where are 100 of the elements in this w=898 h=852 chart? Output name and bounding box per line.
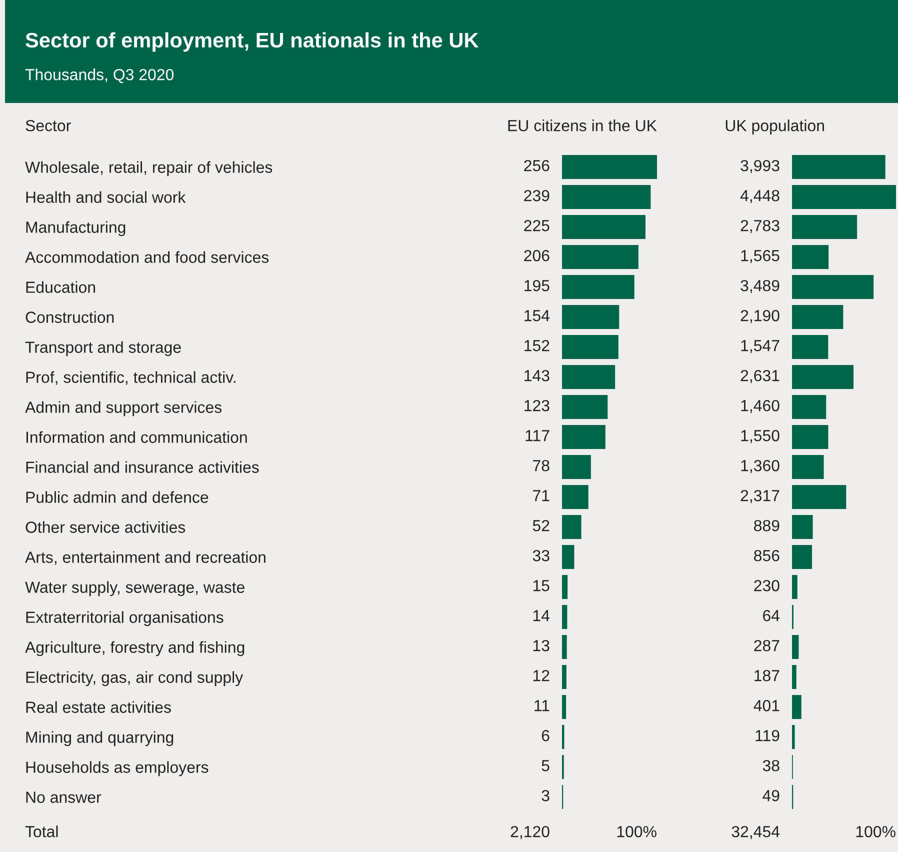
y-axis-title: Sector (26, 120, 71, 132)
x-axis-title: EU citizens in the UK (508, 120, 657, 132)
y-tick-label: Transport and storage (25, 341, 181, 356)
y-tick-label: Admin and support services (25, 401, 222, 416)
text: 2,120 (510, 826, 550, 840)
data-label: 187 (754, 670, 780, 682)
bar (792, 365, 854, 389)
text: Sector of employment, EU nationals in the UK (26, 32, 479, 52)
data-label: 143 (524, 370, 550, 382)
data-label: 2,317 (740, 490, 780, 504)
y-tick-label: Health and social work (26, 191, 186, 203)
y-tick-label: Mining and quarrying (26, 731, 174, 746)
data-label: 49 (762, 790, 780, 802)
data-label: 1,550 (741, 430, 780, 444)
bar (562, 245, 638, 269)
y-tick-label: Electricity, gas, air cond supply (26, 671, 244, 686)
bar (792, 455, 824, 479)
data-label: 1,460 (741, 400, 780, 414)
y-tick-label: Real estate activities (26, 701, 171, 713)
bar (792, 155, 886, 179)
bar (792, 635, 799, 659)
text: Thousands, Q3 2020 (25, 68, 174, 84)
y-tick-label: Financial and insurance activities (26, 461, 259, 473)
bar (562, 635, 567, 659)
y-tick-label: Arts, entertainment and recreation (25, 551, 266, 565)
data-label: 3,489 (740, 280, 780, 294)
y-tick-label: Other service activities (26, 521, 186, 533)
data-label: 4,448 (740, 190, 780, 204)
data-label: 230 (754, 580, 780, 592)
bar (792, 695, 802, 719)
data-label: 889 (754, 520, 780, 532)
data-label: 15 (533, 580, 550, 592)
bar (562, 545, 574, 569)
data-label: 117 (526, 430, 550, 442)
bar (562, 605, 568, 629)
data-label: 3 (542, 790, 550, 802)
data-label: 2,631 (740, 370, 780, 384)
bar (562, 665, 566, 689)
data-label: 287 (754, 640, 780, 652)
y-tick-label: Construction (26, 311, 114, 323)
y-tick-label: Public admin and defence (26, 491, 208, 503)
y-tick-label: Wholesale, retail, repair of vehicles (25, 161, 272, 176)
data-label: 6 (542, 730, 550, 742)
data-label: 11 (534, 700, 550, 712)
bar (562, 455, 591, 479)
bar (562, 155, 657, 179)
data-label: 195 (524, 280, 550, 292)
x-axis-title: UK population (726, 120, 824, 134)
bar (562, 275, 634, 299)
data-label: 206 (524, 250, 550, 262)
data-label: 1,547 (741, 340, 780, 354)
bar (792, 665, 796, 689)
bar (792, 545, 812, 569)
data-label: 52 (532, 520, 550, 532)
data-label: 3,993 (740, 160, 780, 174)
data-label: 1,360 (741, 460, 780, 474)
data-label: 856 (754, 550, 780, 562)
data-label: 64 (763, 610, 780, 622)
bar (792, 395, 826, 419)
data-label: 119 (756, 730, 780, 742)
bar (562, 335, 618, 359)
bar (562, 185, 651, 209)
data-label: 14 (533, 610, 550, 622)
bar (562, 365, 616, 389)
data-label: 225 (524, 220, 550, 232)
y-tick-label: Agriculture, forestry and fishing (25, 641, 244, 656)
bar (562, 305, 620, 329)
y-tick-label: Households as employers (26, 761, 208, 776)
data-label: 13 (533, 640, 550, 652)
data-label: 5 (542, 760, 550, 772)
y-tick-label: Extraterritorial organisations (26, 611, 224, 626)
data-label: 33 (532, 550, 550, 562)
bar (792, 275, 874, 299)
y-tick-label: No answer (26, 792, 102, 803)
data-label: 256 (524, 160, 550, 172)
bar (562, 485, 588, 509)
data-label: 152 (524, 340, 550, 352)
y-tick-label: Prof, scientific, technical activ. (26, 371, 236, 385)
data-label: 123 (524, 400, 550, 412)
data-label: 1,565 (741, 250, 780, 264)
data-label: 2,783 (740, 220, 780, 234)
bar (562, 425, 606, 449)
bar (792, 515, 813, 539)
bar (792, 485, 846, 509)
data-label: 78 (533, 460, 550, 472)
data-label: 239 (524, 190, 550, 202)
bar (562, 575, 568, 599)
text: 100% (617, 826, 656, 838)
bar (562, 695, 566, 719)
data-label: 401 (754, 700, 780, 712)
data-label: 2,190 (740, 310, 780, 324)
bar (792, 245, 829, 269)
bar (792, 425, 828, 449)
y-tick-label: Education (26, 281, 96, 293)
bar (562, 215, 646, 239)
bar (562, 395, 608, 419)
text: Total (25, 826, 58, 838)
y-tick-label: Manufacturing (26, 221, 126, 236)
y-tick-label: Information and communication (26, 431, 247, 443)
bar (792, 215, 858, 239)
